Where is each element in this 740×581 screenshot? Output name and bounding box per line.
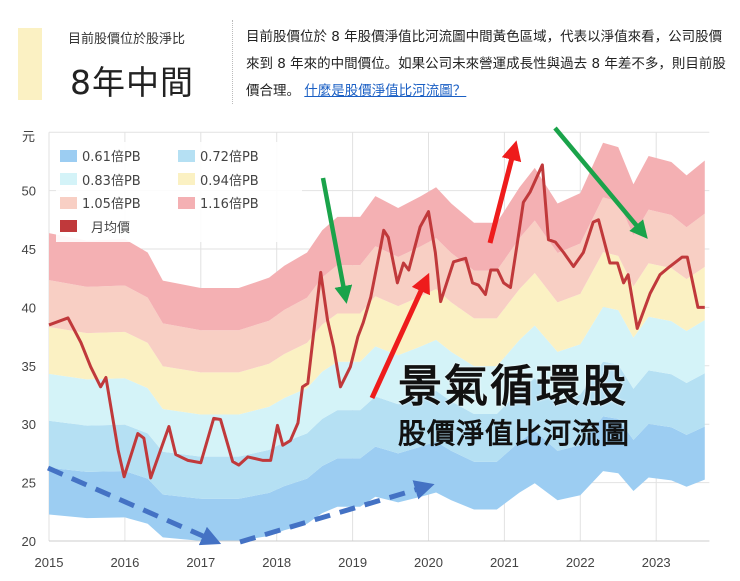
y-tick-label: 25	[22, 476, 36, 491]
x-tick-label: 2018	[262, 555, 291, 570]
x-tick-label: 2016	[110, 555, 139, 570]
legend-item[interactable]: 0.83倍PB	[60, 170, 178, 189]
green-down-arrow-icon	[320, 177, 353, 304]
x-tick-label: 2017	[186, 555, 215, 570]
legend-label: 0.72倍PB	[200, 150, 259, 166]
legend-label: 1.16倍PB	[200, 197, 259, 213]
y-tick-label: 45	[22, 242, 36, 257]
x-tick-label: 2021	[490, 555, 519, 570]
band-1.16倍PB	[49, 142, 705, 331]
zone-color-indicator	[18, 28, 42, 100]
legend-swatch	[178, 173, 195, 186]
legend-label: 0.83倍PB	[82, 173, 141, 189]
y-tick-label: 40	[22, 300, 36, 315]
legend-item[interactable]: 0.61倍PB	[60, 146, 178, 165]
x-tick-label: 2023	[642, 555, 671, 570]
price-line	[48, 163, 705, 480]
legend-item[interactable]: 月均價	[60, 217, 178, 236]
x-tick-label: 2022	[566, 555, 595, 570]
legend-swatch	[60, 149, 77, 162]
legend-swatch	[178, 196, 195, 209]
description: 目前股價位於 8 年股價淨值比河流圖中間黃色區域，代表以淨值來看，公司股價來到 …	[246, 24, 726, 105]
green-down-arrow-icon	[553, 126, 648, 239]
y-tick-label: 30	[22, 417, 36, 432]
y-axis-unit-label: 元	[22, 129, 35, 144]
legend: 0.61倍PB 0.72倍PB 0.83倍PB 0.94倍PB 1.05倍PB …	[56, 142, 302, 242]
blue-dashed-up-arrow-icon	[239, 480, 435, 545]
legend-item[interactable]: 0.72倍PB	[178, 146, 296, 165]
band-0.61倍PB	[49, 416, 705, 541]
annotation-subtitle: 股價淨值比河流圖	[398, 417, 631, 450]
description-text: 目前股價位於 8 年股價淨值比河流圖中間黃色區域，代表以淨值來看，公司股價來到 …	[246, 29, 726, 99]
valuation-summary-card: 目前股價位於股淨比 8年中間 目前股價位於 8 年股價淨值比河流圖中間黃色區域，…	[4, 4, 735, 108]
y-tick-label: 35	[22, 359, 36, 374]
band-0.72倍PB	[49, 361, 705, 499]
legend-swatch	[178, 149, 195, 162]
help-link[interactable]: 什麼是股價淨值比河流圖？	[304, 83, 467, 99]
x-tick-label: 2020	[414, 555, 443, 570]
annotation-arrows	[46, 126, 648, 546]
axes: 20 25 30 35 40 45 50 元 2015 2016 2017 2018 2019 2020 2…	[22, 129, 710, 570]
divider	[232, 20, 233, 104]
legend-item[interactable]: 1.05倍PB	[60, 193, 178, 212]
legend-swatch	[60, 196, 77, 209]
legend-label: 月均價	[91, 220, 131, 236]
position-value: 8年中間	[70, 63, 194, 102]
legend-label: 0.94倍PB	[200, 173, 259, 189]
legend-label: 0.61倍PB	[82, 150, 141, 166]
red-up-arrow-icon	[487, 140, 522, 244]
x-tick-label: 2019	[338, 555, 367, 570]
y-tick-label: 20	[22, 534, 36, 549]
position-label: 目前股價位於股淨比	[68, 32, 186, 47]
band-0.94倍PB	[49, 252, 705, 415]
band-1.05倍PB	[49, 197, 705, 373]
legend-item[interactable]: 1.16倍PB	[178, 193, 296, 212]
annotation-title: 景氣循環股	[398, 361, 628, 412]
legend-swatch	[60, 173, 77, 186]
red-up-arrow-icon	[369, 272, 430, 400]
legend-label: 1.05倍PB	[82, 197, 141, 213]
x-tick-label: 2015	[35, 555, 64, 570]
blue-dashed-down-arrow-icon	[46, 465, 222, 546]
price-series	[48, 163, 705, 480]
y-tick-label: 50	[22, 184, 36, 199]
legend-item[interactable]: 0.94倍PB	[178, 170, 296, 189]
legend-swatch	[60, 220, 77, 233]
